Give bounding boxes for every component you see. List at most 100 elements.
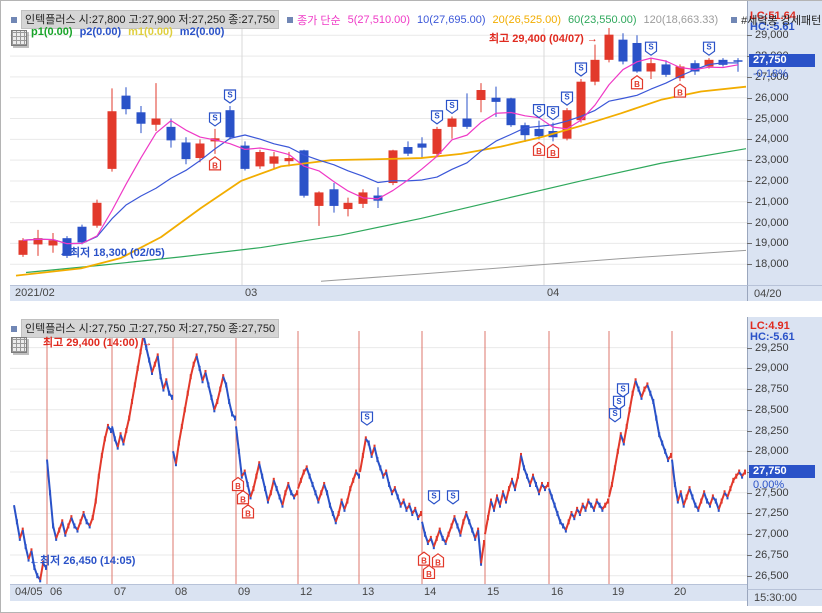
sell-signal-badge	[616, 383, 630, 398]
y-tick-mark	[747, 409, 752, 411]
intraday-header: 인텍플러스 시:27,750 고:27,750 저:27,750 종:27,75…	[11, 319, 280, 338]
buy-signal-badge	[417, 551, 431, 566]
daily-candle	[107, 111, 117, 169]
daily-axis-corner-label: 04/20	[754, 288, 782, 300]
daily-candle	[92, 202, 102, 226]
daily-candle	[18, 240, 28, 255]
daily-candle	[329, 189, 339, 206]
svg-text:S: S	[550, 107, 556, 116]
svg-text:S: S	[578, 63, 584, 72]
daily-lc-value: LC:51.64	[750, 10, 796, 22]
x-axis-label: 07	[114, 586, 127, 598]
buy-signal-badge	[546, 143, 560, 159]
y-tick-label: 28,500	[755, 403, 789, 416]
y-tick-label: 26,750	[755, 548, 789, 561]
svg-text:B: B	[235, 482, 241, 491]
intraday-price-axis[interactable]	[747, 317, 822, 605]
sell-signal-badge	[430, 110, 444, 125]
intraday-low-annotation: ←최저 26,450 (14:05)	[29, 555, 136, 567]
y-tick-label: 29,000	[755, 29, 789, 42]
x-axis-label: 20	[674, 586, 687, 598]
y-tick-mark	[747, 451, 752, 453]
svg-text:B: B	[677, 89, 683, 98]
daily-candle	[151, 118, 161, 125]
y-tick-mark	[747, 347, 752, 349]
daily-time-axis[interactable]	[10, 285, 747, 301]
y-tick-mark	[747, 76, 752, 78]
daily-candle	[62, 238, 72, 256]
pattern-label: #세력봉 강세패턴	[741, 14, 822, 27]
daily-candle	[534, 128, 544, 137]
svg-text:S: S	[431, 491, 437, 500]
sell-signal-badge	[702, 41, 716, 56]
y-tick-label: 20,000	[755, 216, 789, 229]
daily-candle	[476, 90, 486, 101]
svg-text:S: S	[212, 113, 218, 122]
daily-low-annotation: ←최저 18,300 (02/05)	[59, 247, 165, 259]
daily-candle	[284, 158, 294, 162]
daily-candle	[240, 145, 250, 169]
y-tick-mark	[747, 97, 752, 99]
daily-candle	[604, 34, 614, 60]
x-axis-label: 04/05	[15, 586, 43, 598]
daily-candle	[121, 95, 131, 110]
x-axis-label: 04	[547, 287, 560, 299]
buy-signal-badge	[422, 564, 436, 580]
sell-signal-badge	[532, 104, 546, 119]
sell-signal-badge	[574, 62, 588, 77]
intraday-time-axis[interactable]	[10, 584, 747, 601]
daily-candle	[343, 202, 353, 210]
svg-text:B: B	[550, 149, 556, 158]
svg-text:S: S	[449, 101, 455, 110]
indicator-legend-item: m1(0.00)	[128, 26, 173, 38]
buy-signal-badge	[236, 490, 250, 505]
intraday-grid-settings-icon[interactable]	[11, 337, 27, 353]
buy-signal-badge	[431, 553, 445, 568]
daily-candle	[255, 152, 265, 167]
daily-grid-settings-icon[interactable]	[11, 30, 27, 46]
y-tick-mark	[747, 492, 752, 494]
daily-price-axis[interactable]	[747, 1, 822, 300]
x-axis-label: 08	[175, 586, 188, 598]
y-tick-label: 19,000	[755, 237, 789, 250]
y-tick-mark	[747, 35, 752, 37]
sell-signal-badge	[360, 411, 374, 426]
y-tick-label: 29,250	[755, 341, 789, 354]
daily-candle	[632, 42, 642, 72]
buy-signal-badge	[208, 156, 222, 171]
y-tick-label: 23,000	[755, 154, 789, 167]
sell-signal-badge	[427, 490, 441, 505]
y-tick-mark	[747, 575, 752, 577]
daily-candle	[166, 126, 176, 141]
daily-candle	[562, 110, 572, 139]
svg-text:B: B	[421, 557, 427, 566]
y-tick-mark	[747, 534, 752, 536]
daily-candle	[195, 143, 205, 159]
daily-candle	[403, 147, 413, 154]
daily-candle	[388, 150, 398, 184]
title-bullet-icon	[11, 325, 17, 332]
buy-signal-badge	[532, 141, 546, 156]
y-tick-mark	[747, 389, 752, 391]
y-tick-label: 24,000	[755, 133, 789, 146]
ma-legend-item: 120(18,663.33)	[643, 13, 719, 26]
y-tick-mark	[747, 430, 752, 432]
svg-text:S: S	[364, 413, 370, 422]
y-tick-label: 27,000	[755, 70, 789, 83]
daily-candle	[506, 98, 516, 126]
ma-legend-label: 종가 단순	[297, 14, 341, 27]
daily-candle	[447, 118, 457, 127]
y-tick-label: 22,000	[755, 174, 789, 187]
daily-header: 인텍플러스 시:27,800 고:27,900 저:27,250 종:27,75…	[11, 10, 821, 29]
sell-signal-badge	[446, 490, 460, 505]
y-tick-label: 26,000	[755, 91, 789, 104]
svg-text:S: S	[434, 111, 440, 120]
svg-text:B: B	[212, 161, 218, 170]
intraday-ohlc-title: 인텍플러스 시:27,750 고:27,750 저:27,750 종:27,75…	[21, 319, 280, 338]
buy-signal-badge	[630, 74, 644, 90]
indicator-legend-item: p1(0.00)	[31, 26, 73, 38]
daily-candle	[661, 64, 671, 75]
